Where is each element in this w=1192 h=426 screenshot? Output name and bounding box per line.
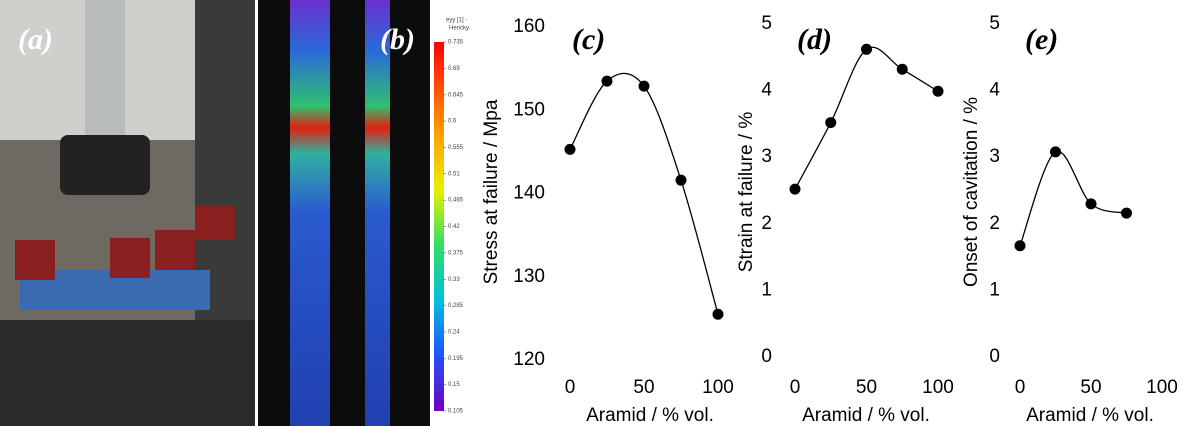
marker bbox=[789, 183, 801, 195]
colorbar-tick-label: 0.195 bbox=[448, 356, 464, 362]
panel-label: (c) bbox=[572, 23, 605, 56]
y-tick-label: 2 bbox=[989, 213, 1000, 234]
x-tick-label: 100 bbox=[702, 377, 734, 398]
y-tick-label: 160 bbox=[513, 16, 545, 37]
colorbar-tick-label: 0.24 bbox=[448, 330, 460, 336]
marker bbox=[1050, 146, 1061, 158]
colorbar-title: Hencky bbox=[449, 26, 469, 32]
panel-label: (e) bbox=[1025, 23, 1058, 56]
x-tick-label: 100 bbox=[1146, 377, 1178, 398]
colorbar-tick-label: 0.105 bbox=[448, 409, 464, 415]
colorbar bbox=[434, 42, 444, 411]
panel-label: (d) bbox=[797, 23, 832, 56]
marker bbox=[861, 43, 872, 55]
x-tick-label: 0 bbox=[565, 377, 576, 398]
marker bbox=[638, 80, 650, 92]
colorbar-tick-label: 0.69 bbox=[448, 66, 460, 72]
colorbar-title: eyy [1] - bbox=[446, 18, 467, 24]
curve bbox=[569, 72, 719, 315]
y-axis-label: Strain at failure / % bbox=[736, 112, 757, 273]
marker bbox=[932, 85, 944, 97]
y-tick-label: 4 bbox=[761, 80, 772, 101]
marker bbox=[712, 308, 724, 320]
marker bbox=[896, 63, 908, 75]
colorbar-tick-label: 0.645 bbox=[448, 92, 464, 98]
marker bbox=[564, 143, 576, 155]
y-tick-label: 130 bbox=[513, 266, 545, 287]
x-tick-label: 100 bbox=[922, 377, 954, 398]
y-tick-label: 2 bbox=[761, 213, 772, 234]
y-tick-label: 140 bbox=[513, 183, 545, 204]
colorbar-tick-label: 0.735 bbox=[448, 40, 464, 46]
x-tick-label: 50 bbox=[1080, 377, 1101, 398]
marker bbox=[675, 174, 687, 186]
y-tick-label: 0 bbox=[989, 346, 1000, 367]
colorbar-tick-label: 0.6 bbox=[448, 119, 457, 125]
y-tick-label: 3 bbox=[761, 146, 772, 167]
colorbar-tick-label: 0.33 bbox=[448, 277, 460, 283]
y-tick-label: 3 bbox=[989, 146, 1000, 167]
colorbar-tick-label: 0.465 bbox=[448, 198, 464, 204]
panel-label: (b) bbox=[380, 23, 415, 56]
x-tick-label: 50 bbox=[633, 377, 654, 398]
x-tick-label: 0 bbox=[790, 377, 801, 398]
x-tick-label: 50 bbox=[856, 377, 877, 398]
y-tick-label: 120 bbox=[513, 349, 545, 370]
marker bbox=[601, 75, 613, 87]
panel-label: (a) bbox=[18, 23, 53, 56]
x-axis-label: Aramid / % vol. bbox=[586, 405, 714, 426]
x-tick-label: 0 bbox=[1015, 377, 1026, 398]
x-axis-label: Aramid / % vol. bbox=[802, 405, 930, 426]
colorbar-tick-label: 0.375 bbox=[448, 250, 464, 256]
colorbar-tick-label: 0.15 bbox=[448, 382, 460, 388]
x-axis-label: Aramid / % vol. bbox=[1026, 405, 1154, 426]
y-axis-label: Onset of cavitation / % bbox=[961, 97, 982, 287]
y-tick-label: 150 bbox=[513, 99, 545, 120]
y-tick-label: 0 bbox=[761, 346, 772, 367]
y-tick-label: 4 bbox=[989, 80, 1000, 101]
photo-a bbox=[0, 0, 255, 426]
curve bbox=[1019, 150, 1127, 247]
dic-image bbox=[258, 0, 480, 426]
y-axis-label: Stress at failure / Mpa bbox=[481, 99, 502, 284]
y-tick-label: 5 bbox=[989, 13, 1000, 34]
colorbar-tick-label: 0.285 bbox=[448, 303, 464, 309]
marker bbox=[1121, 207, 1132, 219]
y-tick-label: 5 bbox=[761, 13, 772, 34]
y-tick-label: 1 bbox=[989, 279, 1000, 300]
marker bbox=[825, 117, 837, 129]
colorbar-tick-label: 0.42 bbox=[448, 224, 460, 230]
colorbar-tick-label: 0.555 bbox=[448, 145, 464, 151]
curve bbox=[794, 46, 939, 190]
colorbar-tick-label: 0.51 bbox=[448, 171, 460, 177]
marker bbox=[1085, 198, 1097, 210]
marker bbox=[1014, 240, 1026, 252]
y-tick-label: 1 bbox=[761, 279, 772, 300]
